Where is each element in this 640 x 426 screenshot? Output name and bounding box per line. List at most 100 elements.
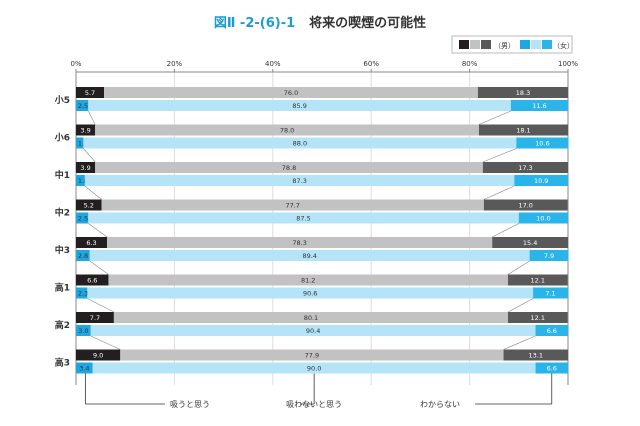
bar-female-2 (510, 100, 568, 111)
bar-male-1 (95, 162, 483, 173)
category-label: 小5 (54, 94, 70, 106)
chart-title: 図Ⅱ -2-(6)-1 将来の喫煙の可能性 (0, 12, 640, 31)
data-label-female: 10.9 (534, 177, 548, 185)
bar-male-0 (76, 124, 96, 136)
bar-female-2 (518, 212, 568, 224)
data-label-female: 88.0 (293, 140, 307, 148)
data-label-male: 3.9 (80, 127, 90, 135)
bar-female-0 (76, 325, 91, 336)
connector-line (88, 110, 96, 125)
bar-male-2 (503, 349, 568, 361)
data-label-female: 3.0 (78, 327, 88, 335)
data-label-female: 10.6 (535, 140, 549, 148)
connector-line (83, 148, 96, 163)
bar-male-0 (76, 162, 96, 173)
bar-female-1 (92, 362, 536, 374)
legend-label-male: （男） (494, 42, 515, 50)
category-label: 高2 (55, 319, 70, 331)
data-label-female: 90.6 (303, 290, 317, 298)
bar-female-1 (83, 137, 517, 149)
data-label-female: 2.5 (78, 215, 88, 223)
bar-female-1 (89, 250, 530, 261)
x-tick-label: 80% (462, 60, 478, 68)
data-label-female: 11.6 (532, 102, 546, 110)
bar-male-0 (76, 349, 121, 361)
bar-male-2 (507, 274, 568, 286)
category-label: 小6 (54, 132, 70, 144)
bar-female-2 (529, 250, 569, 261)
segment-label: 吸わないと思う (286, 400, 342, 409)
data-label-male: 7.7 (90, 314, 100, 322)
bar-female-2 (533, 287, 568, 299)
bar-female-1 (88, 100, 511, 111)
category-label: 高3 (55, 357, 70, 369)
legend-swatch-male (481, 40, 491, 49)
x-tick-label: 100% (558, 60, 578, 68)
bar-female-2 (535, 362, 568, 374)
bar-male-1 (95, 124, 479, 136)
connector-line (492, 223, 519, 238)
bar-male-2 (492, 237, 568, 248)
data-label-female: 7.1 (545, 290, 555, 298)
bar-female-0 (76, 212, 89, 224)
bar-female-2 (516, 137, 569, 149)
bar-female-1 (90, 325, 536, 336)
data-label-female: 6.6 (547, 327, 557, 335)
bar-male-0 (76, 312, 114, 323)
title-text: 将来の喫煙の可能性 (309, 16, 427, 31)
bar-female-1 (84, 175, 515, 186)
bar-female-2 (535, 325, 568, 336)
bar-male-1 (108, 274, 508, 286)
data-label-female: 90.0 (307, 365, 321, 373)
data-label-male: 13.1 (529, 352, 543, 360)
bar-male-1 (101, 199, 484, 211)
data-label-male: 18.3 (516, 89, 530, 97)
data-label-female: 90.4 (306, 327, 320, 335)
data-label-female: 2.5 (78, 102, 88, 110)
bar-female-1 (87, 287, 534, 299)
data-label-male: 78.3 (292, 239, 306, 247)
bar-male-1 (104, 87, 478, 98)
bar-male-2 (507, 312, 568, 323)
connector-line (90, 335, 121, 350)
bar-female-0 (76, 137, 84, 149)
data-label-male: 5.7 (85, 89, 95, 97)
segment-label: わからない (420, 400, 460, 409)
legend-swatch-female (531, 40, 541, 49)
connector-line (507, 298, 534, 313)
category-label: 高1 (55, 282, 70, 294)
connector-line (482, 148, 517, 163)
data-label-male: 6.6 (87, 277, 97, 285)
x-tick-label: 0% (70, 60, 81, 68)
bar-male-0 (76, 87, 105, 98)
connector-line (503, 335, 536, 350)
category-label: 中1 (55, 169, 70, 181)
data-label-male: 17.0 (518, 202, 532, 210)
bar-male-0 (76, 199, 102, 211)
data-label-male: 12.1 (530, 277, 544, 285)
data-label-male: 77.7 (285, 202, 299, 210)
data-label-female: 1.5 (78, 140, 88, 148)
connector-line (84, 185, 102, 200)
data-label-male: 17.3 (518, 164, 532, 172)
connector-line (89, 260, 109, 275)
x-tick-label: 40% (265, 60, 281, 68)
bar-male-1 (120, 349, 504, 361)
bar-male-2 (482, 162, 568, 173)
data-label-male: 3.9 (80, 164, 90, 172)
legend-swatch-female (542, 40, 552, 49)
connector-line (88, 223, 108, 238)
data-label-female: 87.5 (296, 215, 310, 223)
data-label-female: 7.9 (544, 252, 554, 260)
bar-female-0 (76, 250, 90, 261)
data-label-male: 15.4 (523, 239, 537, 247)
data-label-female: 10.0 (536, 215, 550, 223)
bar-male-1 (106, 237, 493, 248)
data-label-female: 2.8 (78, 252, 88, 260)
bar-female-0 (76, 287, 88, 299)
bar-male-1 (113, 312, 508, 323)
data-label-male: 81.2 (301, 277, 315, 285)
bar-female-0 (76, 100, 89, 111)
